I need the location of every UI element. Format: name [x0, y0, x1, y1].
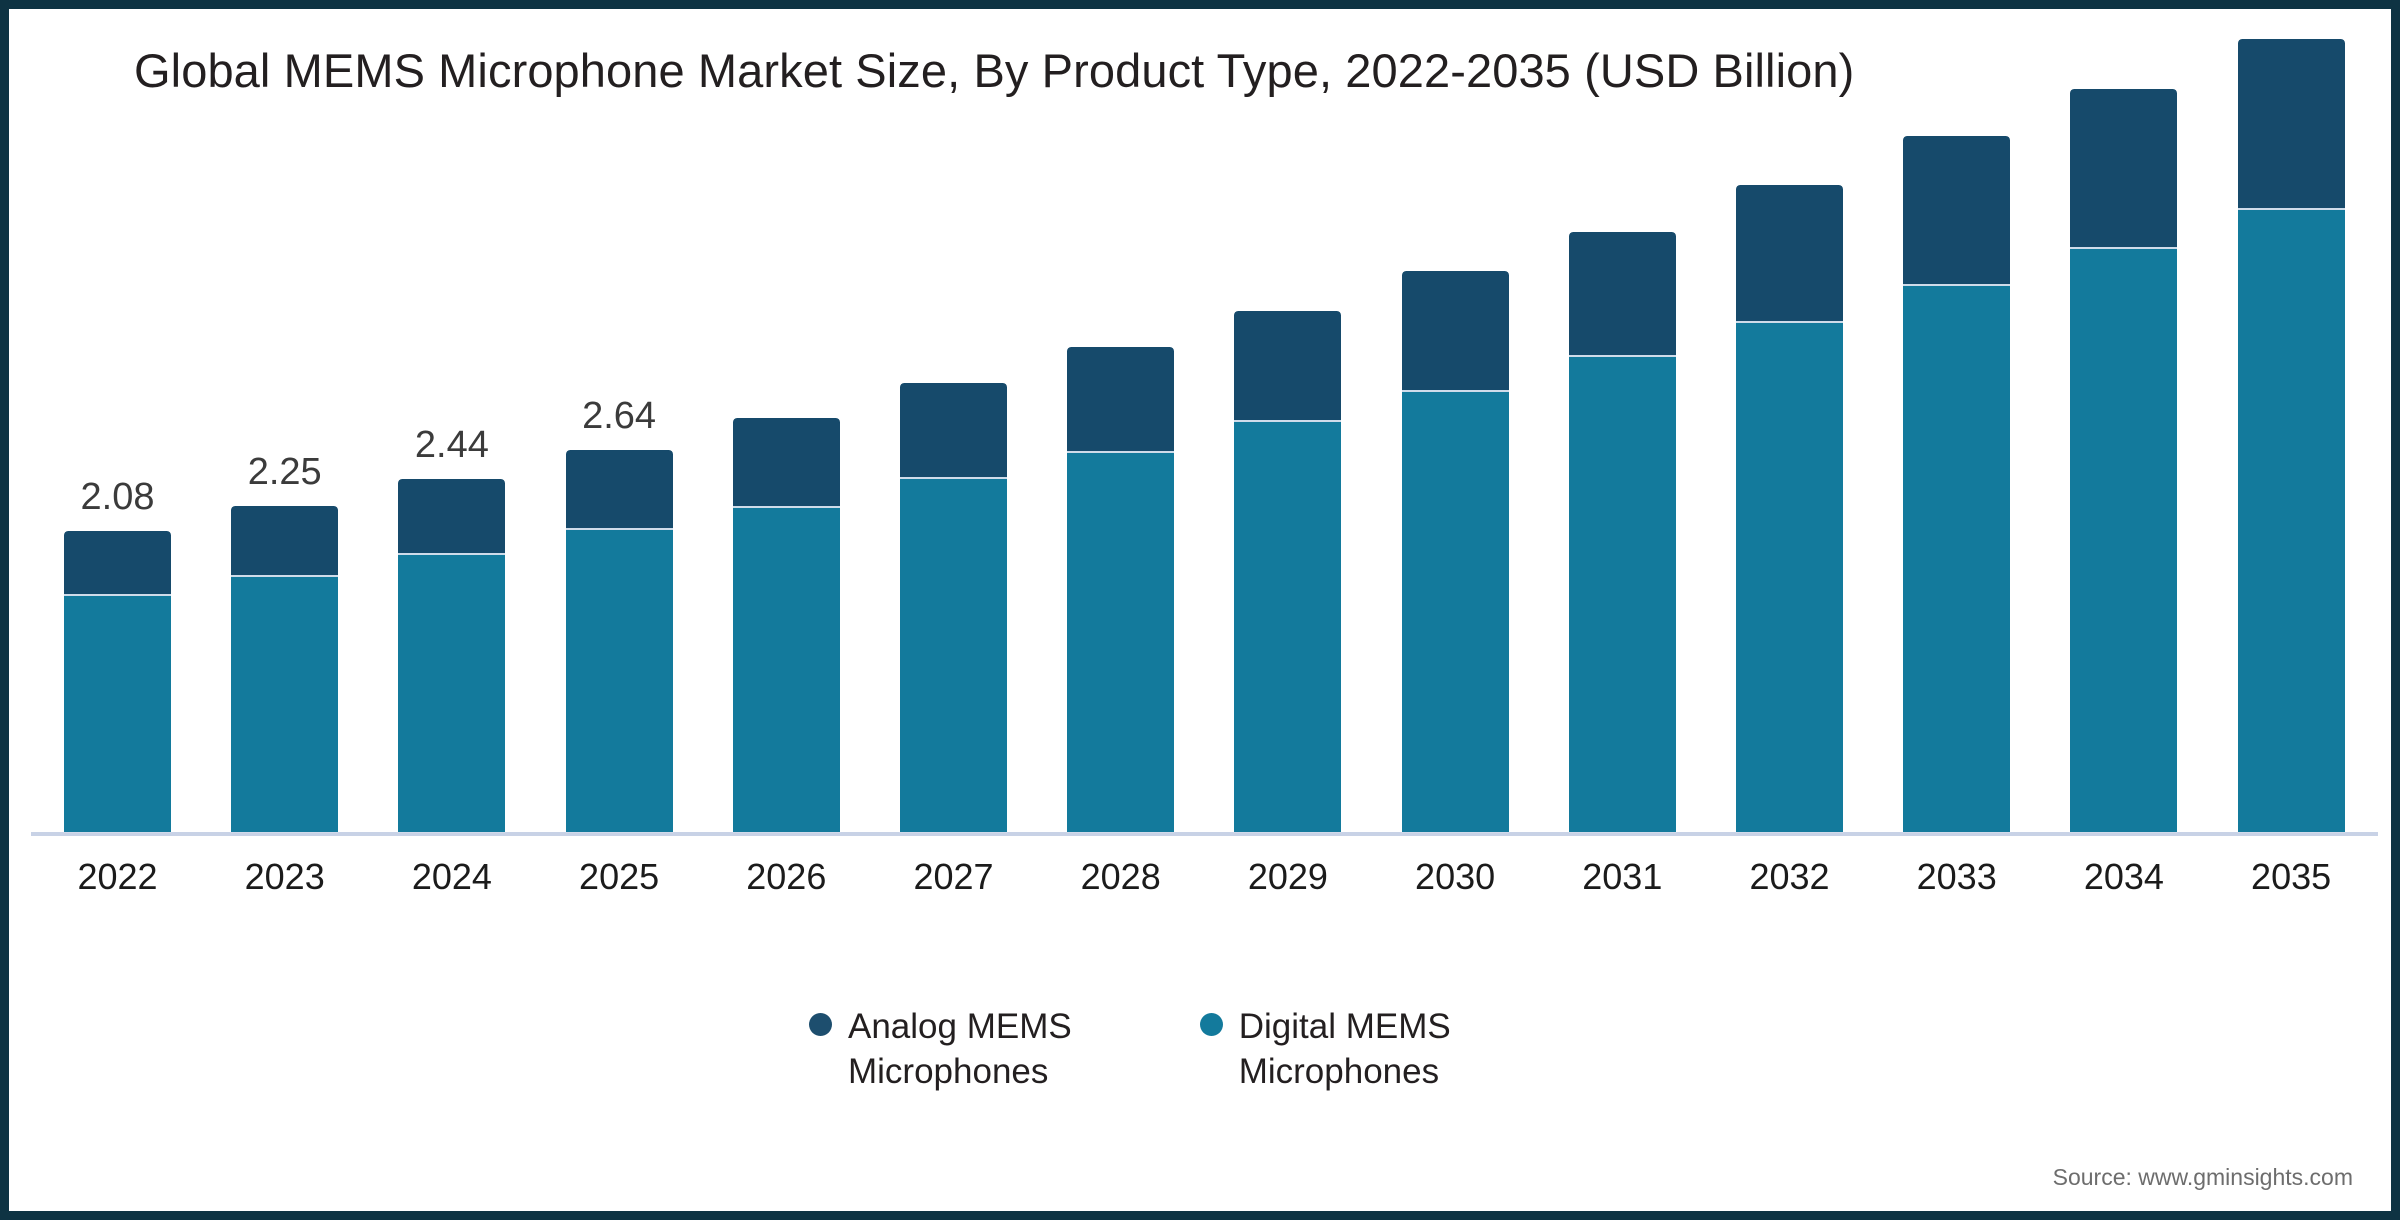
chart-legend: Analog MEMS Microphones Digital MEMS Microp… — [809, 1004, 1579, 1094]
bar-segment-digital[interactable] — [398, 553, 506, 832]
bar-group-2031[interactable] — [1568, 232, 1676, 832]
stacked-bar[interactable] — [64, 531, 171, 832]
stacked-bar[interactable] — [565, 450, 673, 832]
bar-segment-digital[interactable] — [231, 575, 339, 832]
plot-area: 2.08 2.25 2.44 2.64 2022 2023 2024 2025 2026 202… — [9, 9, 2391, 1211]
bar-value-label: 2.64 — [582, 395, 657, 437]
bar-group-2022[interactable]: 2.08 — [64, 476, 171, 832]
bar-segment-analog[interactable] — [900, 383, 1007, 477]
bar-segment-analog[interactable] — [732, 418, 840, 506]
x-tick-2032: 2032 — [1749, 856, 1830, 897]
x-axis-line — [31, 832, 2378, 836]
bar-group-2025[interactable]: 2.64 — [565, 395, 673, 832]
bar-group-2028[interactable] — [1067, 347, 1175, 832]
stacked-bar[interactable] — [2070, 89, 2178, 832]
x-tick-2028: 2028 — [1080, 856, 1161, 897]
x-tick-2025: 2025 — [579, 856, 660, 897]
bar-segment-digital[interactable] — [1067, 451, 1175, 832]
bar-segment-analog[interactable] — [398, 479, 506, 553]
legend-label-line2: Microphones — [1238, 1052, 1440, 1091]
x-tick-2030: 2030 — [1415, 856, 1496, 897]
bar-group-2033[interactable] — [1903, 136, 2011, 832]
x-tick-2023: 2023 — [244, 856, 325, 897]
bar-group-2035[interactable] — [2237, 39, 2345, 832]
bar-group-2029[interactable] — [1234, 311, 1342, 832]
stacked-bar[interactable] — [732, 418, 840, 832]
stacked-bar[interactable] — [398, 479, 506, 832]
bar-segment-digital[interactable] — [900, 477, 1007, 832]
x-tick-2022: 2022 — [77, 856, 158, 897]
stacked-bar[interactable] — [1401, 271, 1509, 832]
x-tick-2026: 2026 — [746, 856, 827, 897]
legend-item-digital[interactable]: Digital MEMS Microphones — [1199, 1004, 1451, 1094]
legend-marker-circle-icon — [1199, 1013, 1223, 1036]
bar-segment-analog[interactable] — [64, 531, 171, 594]
x-tick-2027: 2027 — [913, 856, 994, 897]
legend-label: Analog MEMS Microphones — [848, 1004, 1072, 1094]
bar-group-2034[interactable] — [2070, 89, 2178, 832]
stacked-bar[interactable] — [1568, 232, 1676, 832]
bar-segment-analog[interactable] — [2237, 39, 2345, 208]
x-tick-2033: 2033 — [1916, 856, 1997, 897]
bar-group-2027[interactable] — [900, 383, 1007, 832]
legend-label-line1: Analog MEMS — [848, 1007, 1072, 1046]
bar-segment-digital[interactable] — [732, 506, 840, 832]
x-tick-2034: 2034 — [2083, 856, 2164, 897]
source-note: Source: www.gminsights.com — [2052, 1164, 2353, 1190]
stacked-bar[interactable] — [1234, 311, 1342, 832]
x-tick-2031: 2031 — [1582, 856, 1663, 897]
bar-group-2032[interactable] — [1736, 185, 1843, 832]
bar-segment-analog[interactable] — [565, 450, 673, 528]
x-tick-2024: 2024 — [411, 856, 492, 897]
stacked-bar[interactable] — [900, 383, 1007, 832]
stacked-bar[interactable] — [1067, 347, 1175, 832]
stacked-bar[interactable] — [231, 506, 339, 832]
bar-value-label: 2.44 — [414, 424, 489, 466]
stacked-bar[interactable] — [2237, 39, 2345, 832]
bar-segment-analog[interactable] — [1568, 232, 1676, 355]
bar-value-label: 2.08 — [80, 476, 155, 518]
bar-segment-analog[interactable] — [1067, 347, 1175, 451]
chart-title: Global MEMS Microphone Market Size, By P… — [134, 44, 1855, 97]
bar-segment-digital[interactable] — [565, 528, 673, 832]
bar-segment-digital[interactable] — [1234, 420, 1342, 832]
bar-segment-digital[interactable] — [1736, 321, 1843, 832]
bar-segment-digital[interactable] — [1401, 390, 1509, 832]
bar-segment-analog[interactable] — [2070, 89, 2178, 247]
stacked-bar[interactable] — [1736, 185, 1843, 832]
legend-label-line1: Digital MEMS — [1238, 1007, 1451, 1046]
bar-segment-digital[interactable] — [2237, 208, 2345, 832]
bar-segment-digital[interactable] — [2070, 247, 2178, 832]
x-tick-2035: 2035 — [2251, 856, 2332, 897]
bar-segment-digital[interactable] — [64, 594, 171, 832]
bar-value-label: 2.25 — [247, 451, 322, 493]
legend-marker-circle-icon — [809, 1013, 832, 1036]
bar-group-2030[interactable] — [1401, 271, 1509, 832]
bar-group-2023[interactable]: 2.25 — [231, 451, 339, 832]
x-tick-2029: 2029 — [1247, 856, 1328, 897]
bar-segment-digital[interactable] — [1903, 284, 2011, 832]
legend-label-line2: Microphones — [848, 1052, 1049, 1091]
bar-segment-analog[interactable] — [1234, 311, 1342, 420]
legend-label: Digital MEMS Microphones — [1239, 1004, 1451, 1094]
stacked-bar[interactable] — [1903, 136, 2011, 832]
bar-segment-digital[interactable] — [1568, 355, 1676, 832]
bar-segment-analog[interactable] — [231, 506, 339, 575]
bar-group-2024[interactable]: 2.44 — [398, 424, 506, 832]
legend-item-analog[interactable]: Analog MEMS Microphones — [809, 1004, 1072, 1094]
bar-segment-analog[interactable] — [1401, 271, 1509, 390]
bar-segment-analog[interactable] — [1903, 136, 2011, 284]
bar-segment-analog[interactable] — [1736, 185, 1843, 321]
bar-group-2026[interactable] — [732, 418, 840, 832]
